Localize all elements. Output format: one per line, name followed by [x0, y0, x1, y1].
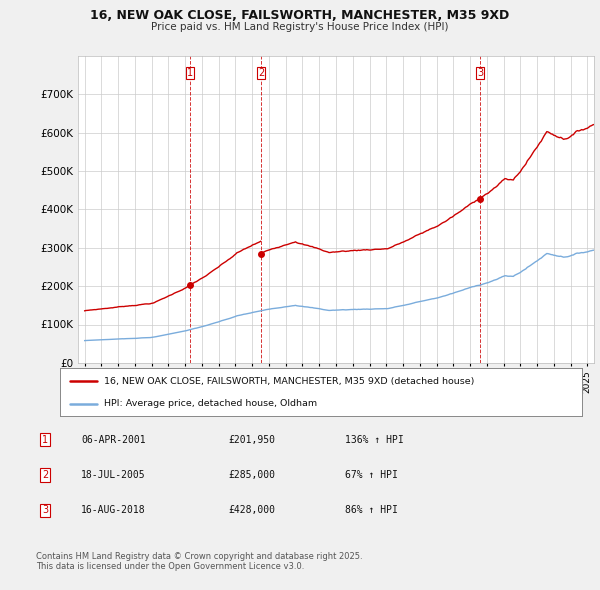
Text: 18-JUL-2005: 18-JUL-2005: [81, 470, 146, 480]
Text: 67% ↑ HPI: 67% ↑ HPI: [345, 470, 398, 480]
Text: 2: 2: [258, 68, 265, 78]
Text: 3: 3: [478, 68, 484, 78]
Text: Contains HM Land Registry data © Crown copyright and database right 2025.
This d: Contains HM Land Registry data © Crown c…: [36, 552, 362, 571]
Text: £201,950: £201,950: [228, 435, 275, 444]
Text: 06-APR-2001: 06-APR-2001: [81, 435, 146, 444]
Text: 136% ↑ HPI: 136% ↑ HPI: [345, 435, 404, 444]
Text: 16-AUG-2018: 16-AUG-2018: [81, 506, 146, 515]
Text: £428,000: £428,000: [228, 506, 275, 515]
Text: 2: 2: [42, 470, 48, 480]
Text: £285,000: £285,000: [228, 470, 275, 480]
Text: 16, NEW OAK CLOSE, FAILSWORTH, MANCHESTER, M35 9XD (detached house): 16, NEW OAK CLOSE, FAILSWORTH, MANCHESTE…: [104, 376, 475, 386]
Text: HPI: Average price, detached house, Oldham: HPI: Average price, detached house, Oldh…: [104, 399, 317, 408]
Text: 1: 1: [42, 435, 48, 444]
Text: 1: 1: [187, 68, 193, 78]
Text: 86% ↑ HPI: 86% ↑ HPI: [345, 506, 398, 515]
Text: Price paid vs. HM Land Registry's House Price Index (HPI): Price paid vs. HM Land Registry's House …: [151, 22, 449, 32]
Text: 3: 3: [42, 506, 48, 515]
Text: 16, NEW OAK CLOSE, FAILSWORTH, MANCHESTER, M35 9XD: 16, NEW OAK CLOSE, FAILSWORTH, MANCHESTE…: [91, 9, 509, 22]
